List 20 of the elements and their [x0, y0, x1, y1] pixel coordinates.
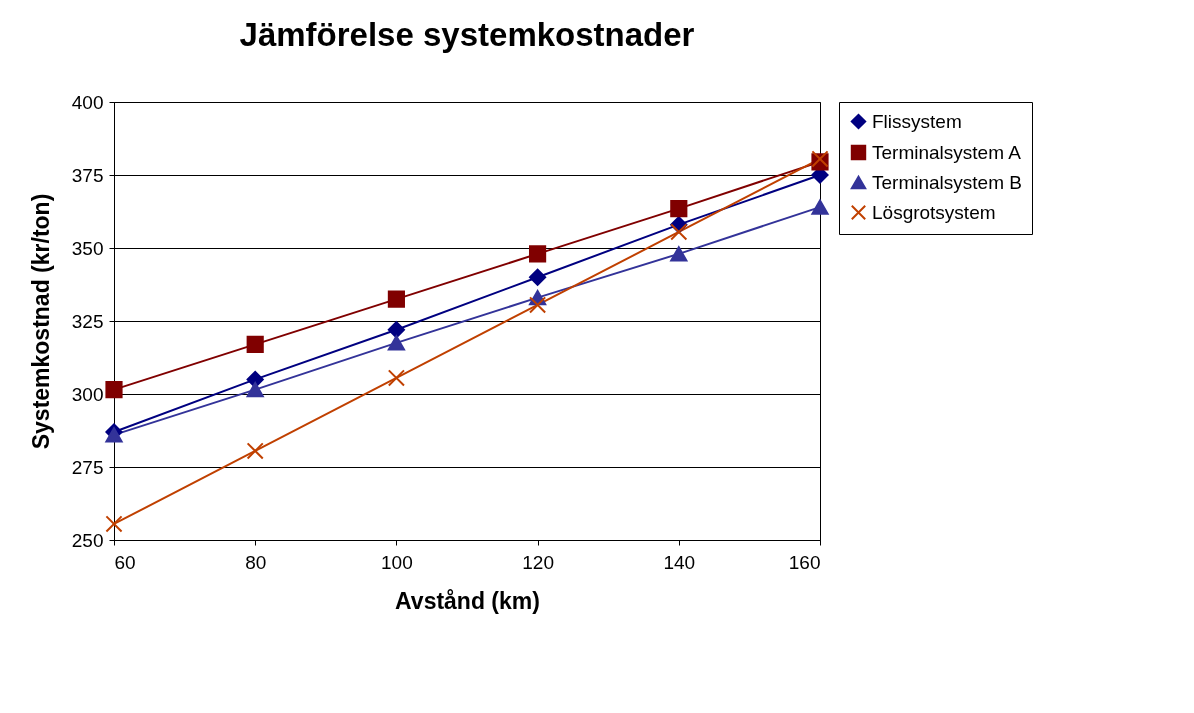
- x-tick-label: 160: [788, 551, 821, 573]
- x-axis-title: Avstånd (km): [395, 587, 540, 614]
- x-tick-label: 120: [522, 551, 554, 573]
- x-tick-label: 100: [381, 551, 413, 573]
- x-tick-label: 60: [114, 551, 136, 573]
- y-tick-label: 350: [71, 237, 104, 259]
- y-tick-label: 250: [71, 529, 104, 551]
- x-tick-label: 80: [245, 551, 267, 573]
- y-tick-label: 375: [71, 164, 104, 186]
- y-tick-label: 400: [71, 91, 104, 113]
- chart-title: Jämförelse systemkostnader: [239, 16, 695, 53]
- y-tick-label: 275: [71, 456, 104, 478]
- y-axis-title: Systemkostnad (kr/ton): [27, 193, 54, 450]
- legend-label: Lösgrotsystem: [872, 201, 996, 223]
- y-tick-label: 325: [71, 310, 104, 332]
- x-tick-label: 140: [663, 551, 696, 573]
- legend-label: Flissystem: [872, 110, 962, 132]
- y-tick-label: 300: [71, 383, 104, 405]
- legend-label: Terminalsystem B: [872, 171, 1022, 193]
- legend-label: Terminalsystem A: [872, 141, 1022, 163]
